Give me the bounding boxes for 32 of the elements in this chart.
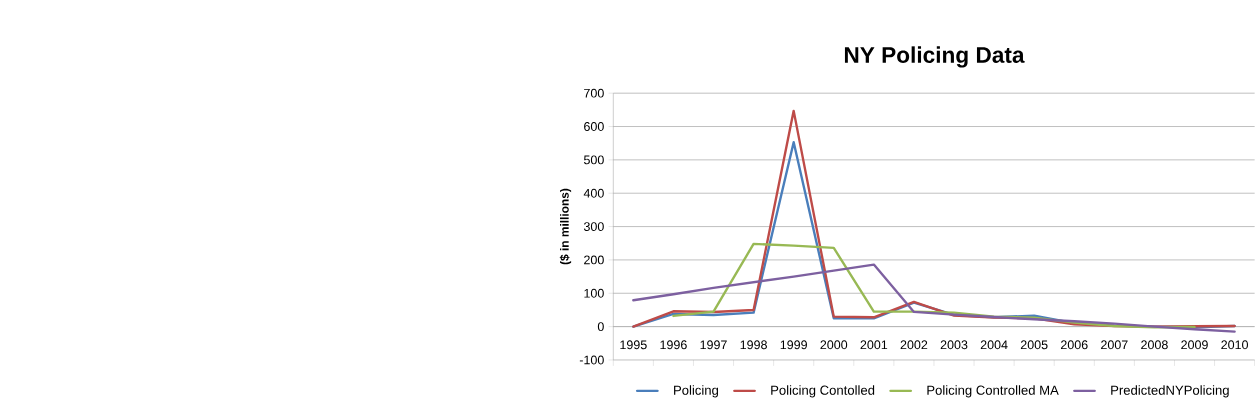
x-tick-label: 2007 bbox=[1101, 340, 1128, 350]
legend-label: Policing Controlled MA bbox=[927, 385, 1059, 398]
y-tick-label: 100 bbox=[584, 288, 604, 298]
legend-label: Policing Contolled bbox=[771, 385, 875, 398]
x-tick-label: 1995 bbox=[620, 340, 647, 350]
x-tick-label: 1997 bbox=[700, 340, 727, 350]
x-tick-label: 2006 bbox=[1060, 340, 1088, 350]
x-tick-label: 2000 bbox=[820, 340, 848, 350]
y-tick-label: 200 bbox=[584, 255, 604, 265]
y-tick-label: 600 bbox=[584, 121, 604, 131]
x-tick-label: 2003 bbox=[940, 340, 968, 350]
y-tick-label: 400 bbox=[583, 188, 604, 198]
y-tick-label: 300 bbox=[583, 222, 604, 231]
y-axis-title: ($ in millions) bbox=[559, 188, 572, 265]
x-tick-label: 2009 bbox=[1181, 340, 1208, 350]
x-tick-label: 2001 bbox=[860, 340, 888, 350]
x-tick-label: 2010 bbox=[1221, 340, 1249, 350]
x-tick-label: 1996 bbox=[660, 340, 687, 350]
y-tick-label: 500 bbox=[583, 155, 604, 165]
x-tick-label: 1999 bbox=[780, 340, 807, 350]
line-series bbox=[672, 242, 1196, 329]
legend-label: Policing bbox=[674, 385, 719, 398]
x-tick-label: 2002 bbox=[900, 340, 928, 350]
y-tick-label: 700 bbox=[584, 88, 604, 98]
y-tick-label: -100 bbox=[579, 355, 604, 365]
chart-title: NY Policing Data bbox=[844, 46, 1025, 68]
x-tick-label: 2004 bbox=[980, 340, 1008, 350]
x-tick-label: 2008 bbox=[1141, 340, 1168, 350]
x-tick-label: 1998 bbox=[740, 340, 767, 350]
legend-label: PredictedNYPolicing bbox=[1111, 385, 1229, 398]
x-tick-label: 2005 bbox=[1020, 340, 1048, 350]
y-tick-label: 0 bbox=[597, 322, 604, 331]
